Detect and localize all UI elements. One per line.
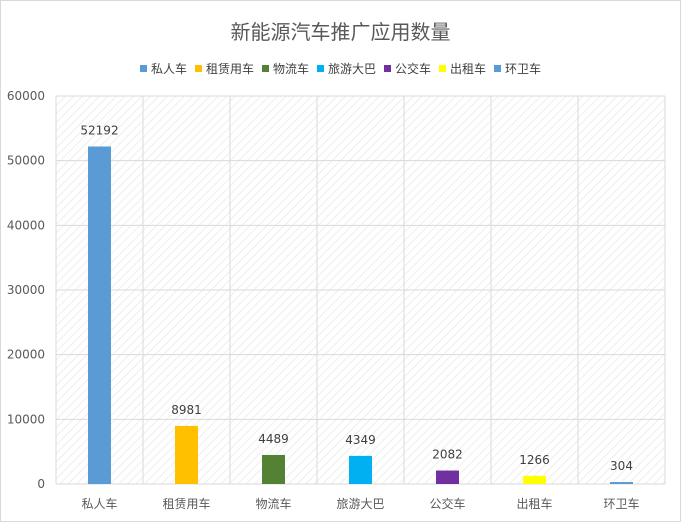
- legend-entry: 物流车: [261, 60, 309, 77]
- x-tick-label: 租赁用车: [162, 496, 210, 511]
- y-tick-label: 30000: [7, 283, 45, 297]
- data-label: 52192: [80, 123, 118, 137]
- legend-swatch: [384, 65, 391, 72]
- legend-swatch: [194, 65, 202, 72]
- legend-swatch: [261, 65, 269, 72]
- legend-swatch: [494, 65, 502, 72]
- legend-entry: 公交车: [384, 60, 431, 77]
- legend-label: 租赁用车: [205, 62, 254, 76]
- gridlines: [55, 95, 666, 485]
- bar: [436, 470, 459, 484]
- x-tick-label: 出租车: [516, 496, 552, 511]
- legend-entry: 环卫车: [494, 60, 541, 77]
- y-tick-label: 50000: [7, 154, 45, 168]
- data-label: 1266: [519, 453, 550, 467]
- y-tick-label: 0: [37, 477, 45, 491]
- bar: [523, 475, 546, 484]
- x-axis: 私人车 租赁用车 物流车 旅游大巴 公交车 出租车 环卫车: [81, 496, 639, 511]
- legend-swatch: [316, 65, 324, 72]
- data-label: 304: [610, 459, 633, 473]
- data-label: 8981: [171, 403, 202, 417]
- y-tick-label: 60000: [7, 89, 45, 103]
- bar: [175, 425, 198, 484]
- bar: [262, 454, 285, 484]
- bar: [88, 146, 111, 484]
- bar: [349, 455, 372, 484]
- chart-legend: 私人车 租赁用车 物流车 旅游大巴 公交车 出租车 环卫车: [0, 60, 681, 77]
- x-tick-label: 公交车: [429, 496, 465, 511]
- legend-entry: 私人车: [139, 60, 187, 77]
- y-tick-label: 20000: [7, 348, 45, 362]
- data-label: 4489: [258, 432, 289, 446]
- legend-label: 环卫车: [505, 62, 542, 76]
- legend-label: 旅游大巴: [327, 62, 376, 76]
- x-tick-label: 旅游大巴: [336, 497, 384, 511]
- data-label: 2082: [432, 448, 463, 462]
- legend-label: 出租车: [450, 62, 487, 76]
- y-tick-label: 40000: [7, 218, 45, 232]
- legend-swatch: [139, 65, 147, 72]
- legend-label: 私人车: [150, 62, 187, 76]
- legend-entry: 租赁用车: [194, 60, 254, 77]
- legend-entry: 旅游大巴: [316, 60, 376, 77]
- data-label: 4349: [345, 433, 376, 447]
- y-axis: 0 10000 20000 30000 40000 50000 60000: [7, 89, 45, 491]
- x-tick-label: 物流车: [255, 496, 291, 511]
- x-tick-label: 私人车: [81, 496, 117, 511]
- y-tick-label: 10000: [7, 412, 45, 426]
- legend-label: 公交车: [395, 62, 432, 76]
- chart-title: 新能源汽车推广应用数量: [230, 20, 451, 44]
- bars: [88, 146, 633, 484]
- x-tick-label: 环卫车: [603, 496, 639, 511]
- legend-swatch: [439, 65, 447, 72]
- bar: [610, 482, 633, 484]
- legend-entry: 出租车: [439, 60, 486, 77]
- data-labels: 52192 8981 4489 4349 2082 1266 304: [80, 123, 633, 473]
- legend-label: 物流车: [272, 62, 309, 76]
